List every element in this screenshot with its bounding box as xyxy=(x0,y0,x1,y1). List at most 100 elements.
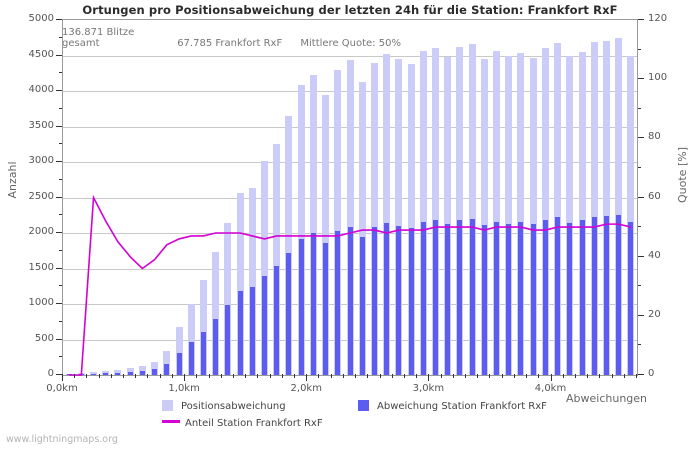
y-tick-major xyxy=(56,54,62,56)
legend-item-positionsabweichung[interactable]: Positionsabweichung xyxy=(162,400,286,412)
bar-positionsabweichung xyxy=(395,59,403,375)
y-tick-minor xyxy=(59,143,62,145)
y-tick-major xyxy=(56,374,62,375)
x-tick-minor xyxy=(342,374,344,378)
y-tick-major xyxy=(56,125,62,127)
x-tick-minor xyxy=(379,374,381,378)
bar-positionsabweichung xyxy=(212,252,220,375)
y-tick-label: 3500 xyxy=(28,119,54,131)
watermark: www.lightningmaps.org xyxy=(6,434,118,445)
x-axis-title: Abweichungen xyxy=(566,392,648,405)
station-strikes-label: 67.785 Frankfort RxF xyxy=(177,38,283,49)
y2-tick-label: 20 xyxy=(648,308,661,320)
bar-positionsabweichung xyxy=(199,279,207,375)
bar-abweichung-station xyxy=(567,223,573,375)
bar-abweichung-station xyxy=(591,216,597,375)
x-tick-minor xyxy=(196,374,198,378)
y-tick-minor xyxy=(59,356,62,358)
y2-tick-minor xyxy=(638,107,641,109)
x-tick-minor xyxy=(501,374,503,378)
bar-positionsabweichung xyxy=(431,48,439,375)
y-tick-minor xyxy=(59,214,62,216)
bar-abweichung-station xyxy=(286,252,292,375)
y-tick-label: 2500 xyxy=(28,190,54,202)
y-tick-major xyxy=(56,161,62,162)
bar-abweichung-station xyxy=(335,230,341,375)
y2-tick-label: 60 xyxy=(648,190,661,202)
bar-abweichung-station xyxy=(542,219,548,375)
legend-label: Abweichung Station Frankfort RxF xyxy=(377,401,547,412)
bar-positionsabweichung xyxy=(261,161,268,375)
x-tick-label: 0,0km xyxy=(46,383,78,394)
bar-positionsabweichung xyxy=(138,366,146,375)
x-tick-minor xyxy=(611,374,613,378)
bar-positionsabweichung xyxy=(407,64,415,375)
bar-abweichung-station xyxy=(371,227,377,375)
bar-positionsabweichung xyxy=(126,368,134,375)
chart-title: Ortungen pro Positionsabweichung der let… xyxy=(82,3,618,17)
bar-positionsabweichung xyxy=(322,95,330,375)
y2-tick-major xyxy=(638,374,644,375)
y2-tick-major xyxy=(638,78,644,80)
y2-tick-major xyxy=(638,196,644,198)
bar-positionsabweichung xyxy=(273,144,281,375)
x-tick-minor xyxy=(599,374,601,378)
y-tick-major xyxy=(56,303,62,304)
bar-abweichung-station xyxy=(396,225,402,375)
x-tick-minor xyxy=(452,374,454,378)
plot-area xyxy=(62,19,638,376)
bar-positionsabweichung xyxy=(480,59,488,375)
x-tick-minor xyxy=(110,374,112,378)
legend-item-abweichung-station[interactable]: Abweichung Station Frankfort RxF xyxy=(358,400,547,412)
legend-swatch-icon xyxy=(162,400,173,411)
y-tick-minor xyxy=(59,36,62,38)
bar-positionsabweichung xyxy=(615,38,623,375)
y-tick-label: 1000 xyxy=(28,297,54,308)
x-tick-minor xyxy=(416,374,418,378)
x-tick-minor xyxy=(159,374,161,378)
x-tick-minor xyxy=(513,374,515,378)
bar-abweichung-station xyxy=(432,220,438,375)
x-tick-minor xyxy=(330,374,332,378)
x-tick-minor xyxy=(208,374,210,378)
bar-positionsabweichung xyxy=(456,46,464,375)
y-tick-label: 500 xyxy=(34,332,54,344)
bar-abweichung-station xyxy=(359,236,365,375)
bar-abweichung-station xyxy=(481,225,487,375)
y-tick-major xyxy=(56,232,62,233)
bar-abweichung-station xyxy=(213,318,219,375)
x-tick-label: 4,0km xyxy=(534,383,567,394)
bar-abweichung-station xyxy=(323,242,329,375)
bar-abweichung-station xyxy=(164,364,170,375)
x-tick-minor xyxy=(465,374,467,378)
x-tick-minor xyxy=(391,374,393,378)
x-tick-minor xyxy=(232,374,234,378)
bar-abweichung-station xyxy=(139,371,145,375)
x-tick-minor xyxy=(477,374,479,378)
bar-positionsabweichung xyxy=(590,42,598,375)
x-tick-minor xyxy=(636,374,637,378)
bar-abweichung-station xyxy=(91,373,97,375)
y-tick-minor xyxy=(59,249,62,251)
bar-positionsabweichung xyxy=(358,81,366,375)
x-tick-minor xyxy=(367,374,369,378)
bar-positionsabweichung xyxy=(65,373,73,375)
bar-abweichung-station xyxy=(347,227,353,375)
bar-positionsabweichung xyxy=(309,74,317,375)
chart-summary-line: 136.871 Blitze gesamt 67.785 Frankfort R… xyxy=(62,27,622,49)
bar-abweichung-station xyxy=(310,233,316,375)
bar-positionsabweichung xyxy=(566,55,574,375)
bar-abweichung-station xyxy=(103,373,109,375)
x-tick-minor xyxy=(135,374,137,378)
y-tick-minor xyxy=(59,72,62,74)
x-tick-minor xyxy=(245,374,247,378)
y-tick-label: 1500 xyxy=(28,261,54,273)
y-tick-label: 0 xyxy=(47,368,54,379)
x-tick-minor xyxy=(403,374,405,378)
bar-positionsabweichung xyxy=(114,370,122,375)
x-tick-minor xyxy=(147,374,149,378)
legend-swatch-icon xyxy=(358,400,369,411)
legend-item-anteil-station[interactable]: Anteil Station Frankfort RxF xyxy=(162,418,323,429)
y-tick-major xyxy=(56,19,62,20)
y2-tick-minor xyxy=(638,166,641,168)
